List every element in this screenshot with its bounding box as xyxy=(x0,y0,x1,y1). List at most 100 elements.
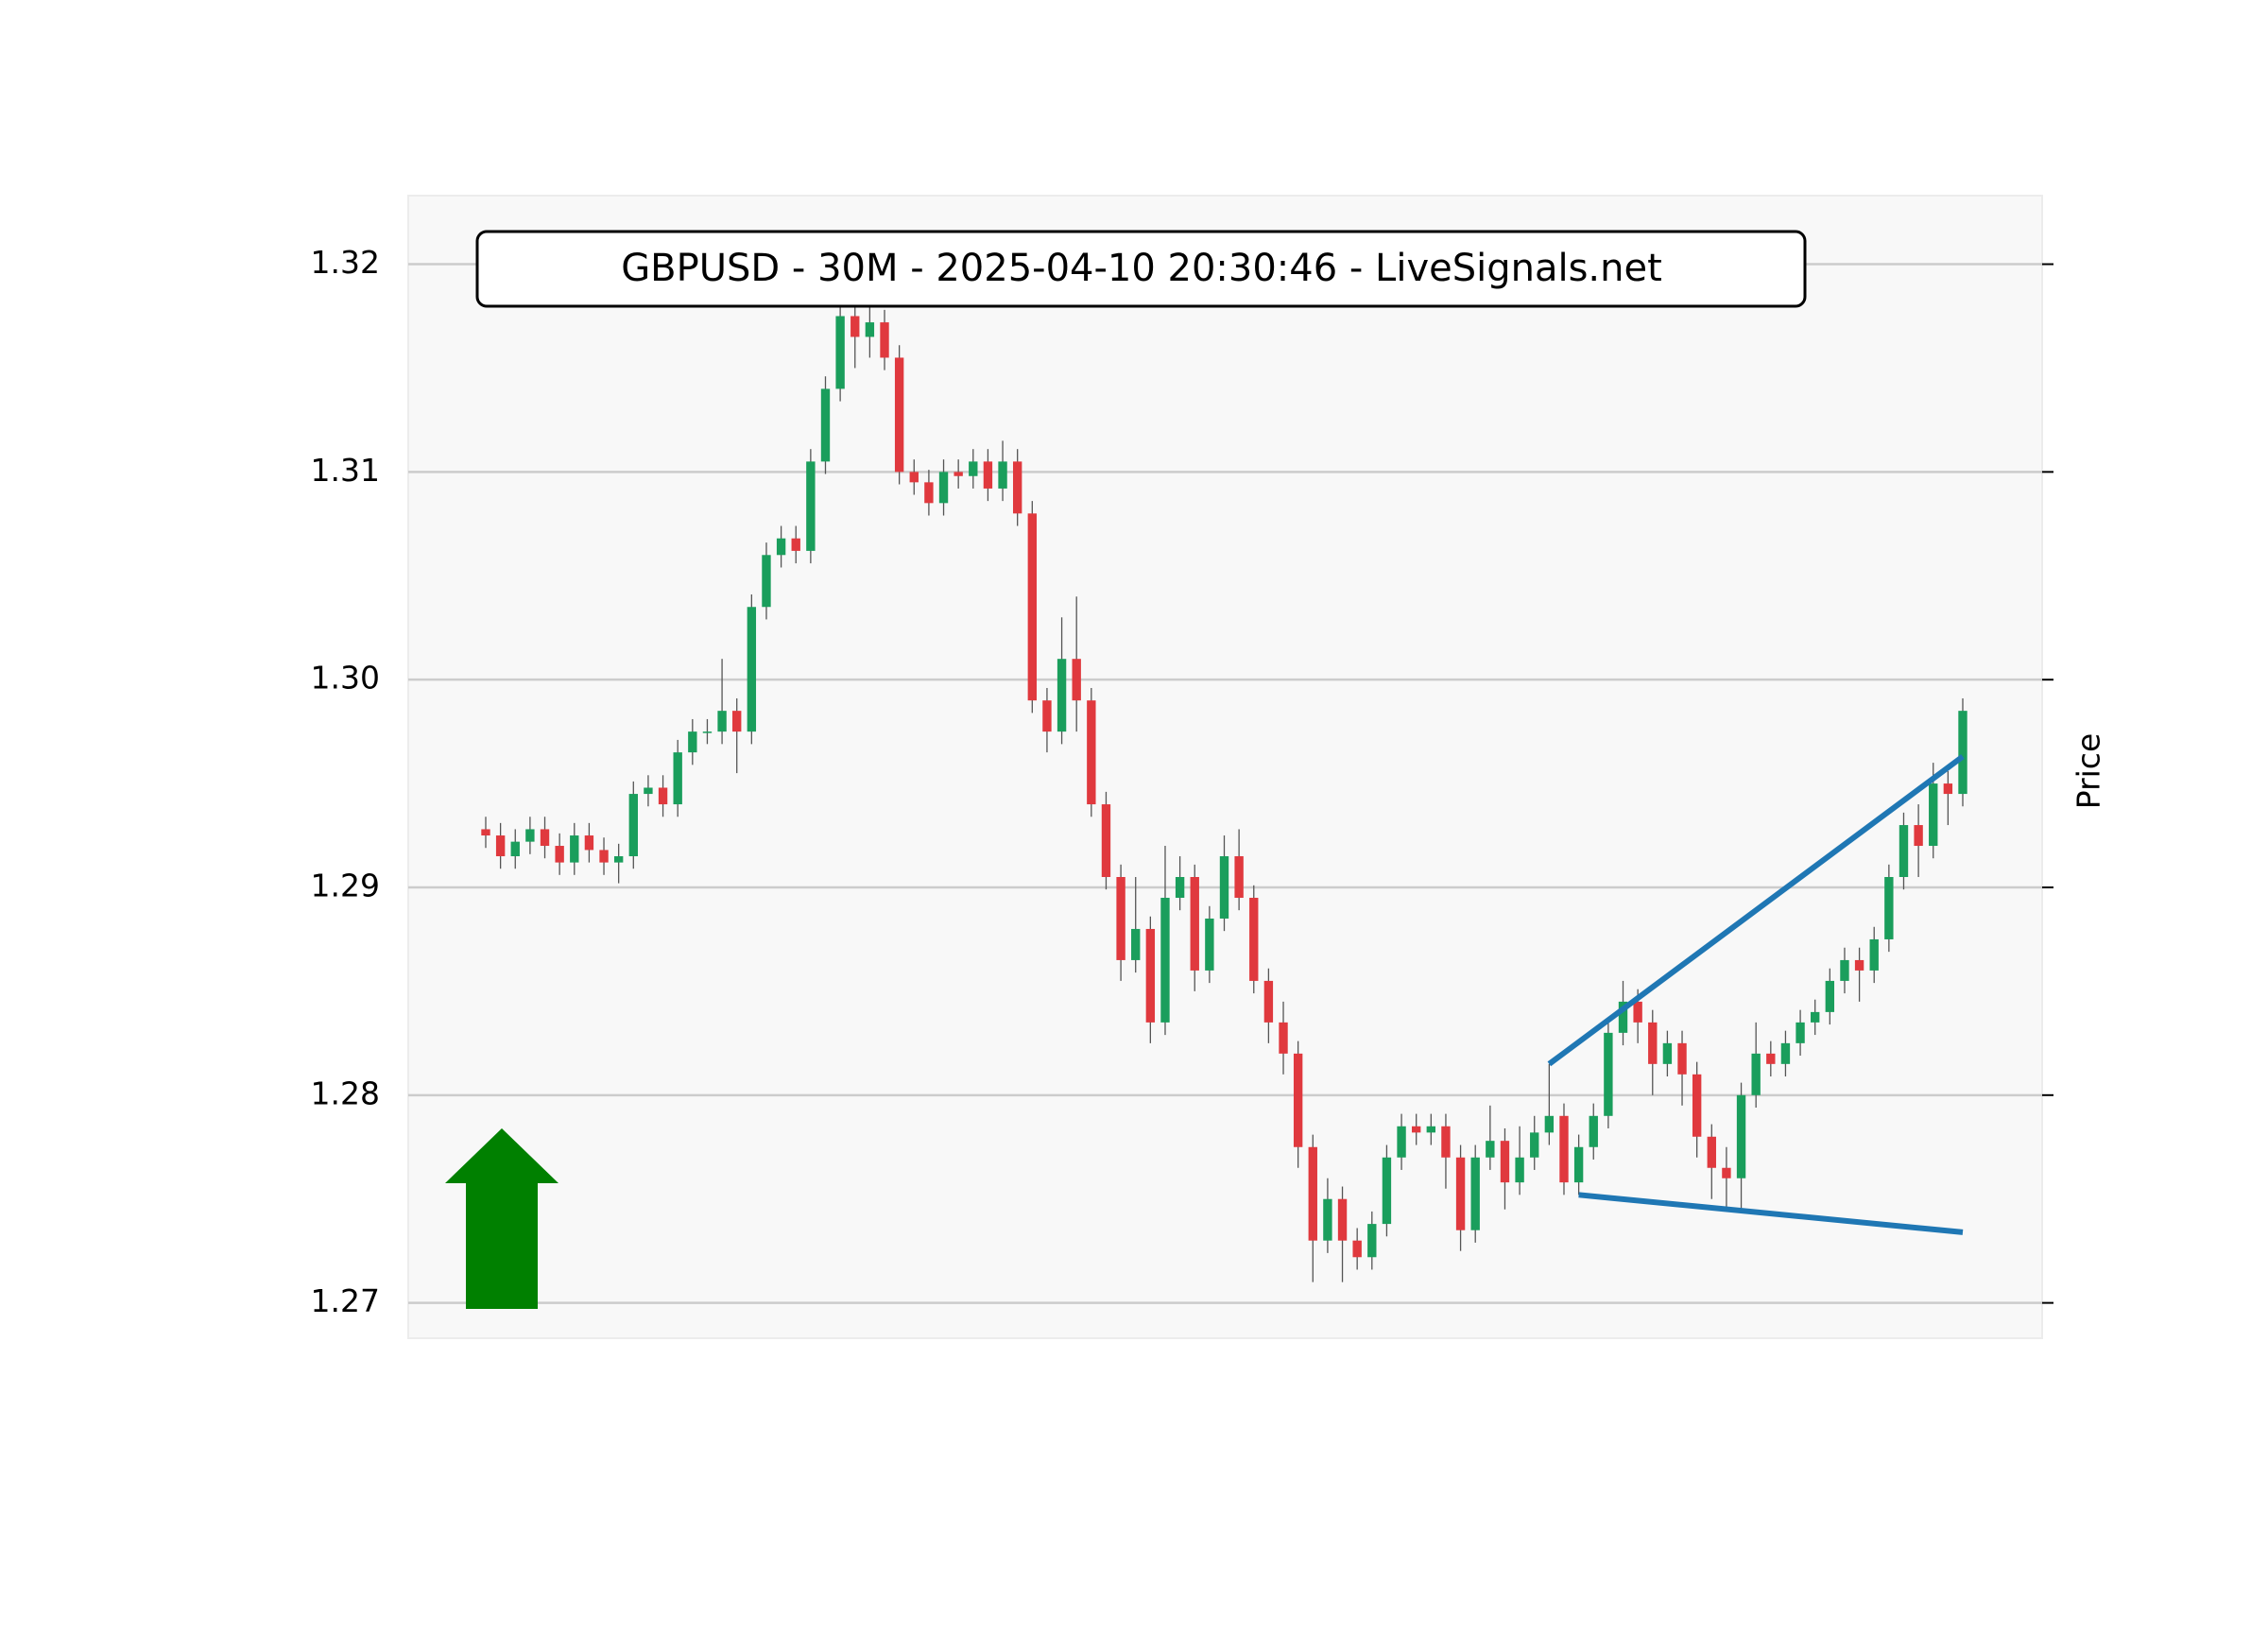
candle-body xyxy=(584,835,594,851)
candle-body xyxy=(969,461,978,476)
candle-body xyxy=(776,538,786,556)
candle-body xyxy=(1633,1001,1642,1023)
candle-body xyxy=(1707,1136,1716,1168)
grid: 1.27 1.28 1.29 1.30 1.31 1.32 xyxy=(311,244,2053,1319)
candle-body xyxy=(1145,928,1156,1023)
candle-body xyxy=(1470,1157,1480,1230)
candle-body xyxy=(1811,1011,1820,1023)
candle-body xyxy=(1337,1198,1348,1241)
candle-body xyxy=(1884,877,1894,939)
candle-body xyxy=(495,835,506,857)
candle-body xyxy=(1662,1042,1673,1064)
candle-body xyxy=(1958,711,1967,795)
candle-body xyxy=(570,835,579,863)
candle-body xyxy=(747,607,757,732)
candle-body xyxy=(1573,1146,1584,1183)
candle-body xyxy=(555,846,564,863)
candle-body xyxy=(1382,1157,1392,1225)
candle-body xyxy=(1087,700,1096,805)
candle-body xyxy=(1323,1198,1332,1241)
candle-body xyxy=(1352,1240,1362,1258)
candle-body xyxy=(540,829,550,847)
candle-body xyxy=(1175,877,1185,898)
candle-body xyxy=(1604,1032,1613,1116)
y-tick-label: 1.31 xyxy=(311,452,380,489)
y-tick-label: 1.27 xyxy=(311,1282,380,1319)
candle-body xyxy=(865,322,875,337)
candle-body xyxy=(1308,1146,1317,1241)
candle-body xyxy=(1677,1042,1687,1075)
candle-body xyxy=(1618,1001,1628,1033)
candle-body xyxy=(1397,1126,1406,1158)
candle-body xyxy=(820,388,831,462)
candle-body xyxy=(1027,513,1037,701)
candle-body xyxy=(1544,1115,1555,1133)
candle-body xyxy=(1116,877,1125,960)
candle-body xyxy=(1249,897,1259,981)
trendline xyxy=(1578,1192,1964,1235)
trendline xyxy=(1547,754,1965,1067)
candle-body xyxy=(880,322,889,358)
candle-body xyxy=(1500,1141,1510,1183)
candle-body xyxy=(1722,1167,1731,1178)
candle-body xyxy=(998,461,1007,489)
candle-body xyxy=(510,841,520,857)
candle-body xyxy=(1825,980,1835,1012)
candle-body xyxy=(983,461,993,489)
candle-body xyxy=(525,829,535,842)
candle-body xyxy=(1559,1115,1569,1183)
candle-body xyxy=(599,850,609,863)
candle-body xyxy=(850,316,860,337)
candle-body xyxy=(835,316,845,389)
candle-body xyxy=(1131,928,1141,960)
candle-body xyxy=(762,555,771,608)
candle-body xyxy=(1426,1126,1436,1133)
candle-body xyxy=(1234,856,1244,898)
y-axis-label: Price xyxy=(2070,733,2107,810)
y-tick-label: 1.30 xyxy=(311,660,380,697)
candle-body xyxy=(1279,1022,1288,1054)
candle-body xyxy=(1205,918,1214,971)
chart-title: GBPUSD - 30M - 2025-04-10 20:30:46 - Liv… xyxy=(621,247,1662,290)
candle-body xyxy=(1367,1224,1377,1258)
candle-body xyxy=(688,731,697,753)
candle-body xyxy=(924,482,934,504)
candle-body xyxy=(1072,659,1081,701)
candle-body xyxy=(954,472,963,476)
candle-body xyxy=(1293,1053,1303,1147)
candle-body xyxy=(644,787,653,795)
candle-body xyxy=(673,752,682,805)
candle-body xyxy=(894,357,904,473)
candle-body xyxy=(1796,1022,1805,1043)
candle-body xyxy=(1486,1141,1495,1158)
candle-body xyxy=(1692,1074,1702,1137)
candle-body xyxy=(1929,783,1938,847)
candle-body xyxy=(1943,783,1953,795)
candle-body xyxy=(1589,1115,1598,1147)
candle-body xyxy=(1219,856,1229,919)
candle-body xyxy=(909,472,919,483)
candle-body xyxy=(702,731,713,733)
candle-body xyxy=(791,538,800,551)
candles xyxy=(481,274,1967,1282)
candle-body xyxy=(658,787,668,805)
candle-body xyxy=(1042,700,1052,732)
candle-body xyxy=(732,711,742,732)
y-tick-label: 1.28 xyxy=(311,1075,380,1111)
candle-body xyxy=(1263,980,1274,1023)
y-tick-label: 1.29 xyxy=(311,867,380,903)
candle-body xyxy=(938,472,949,504)
candle-body xyxy=(1766,1053,1776,1064)
candle-body xyxy=(1101,804,1111,878)
candle-body xyxy=(628,794,638,857)
candle-body xyxy=(1899,825,1909,878)
candle-body xyxy=(717,711,727,732)
plot-area xyxy=(407,195,2043,1339)
candle-body xyxy=(1648,1022,1658,1064)
title-box xyxy=(475,230,1807,308)
signal-arrow xyxy=(445,1128,558,1309)
candle-body xyxy=(1412,1126,1421,1133)
candle-body xyxy=(1854,959,1864,971)
candle-body xyxy=(1869,938,1879,971)
